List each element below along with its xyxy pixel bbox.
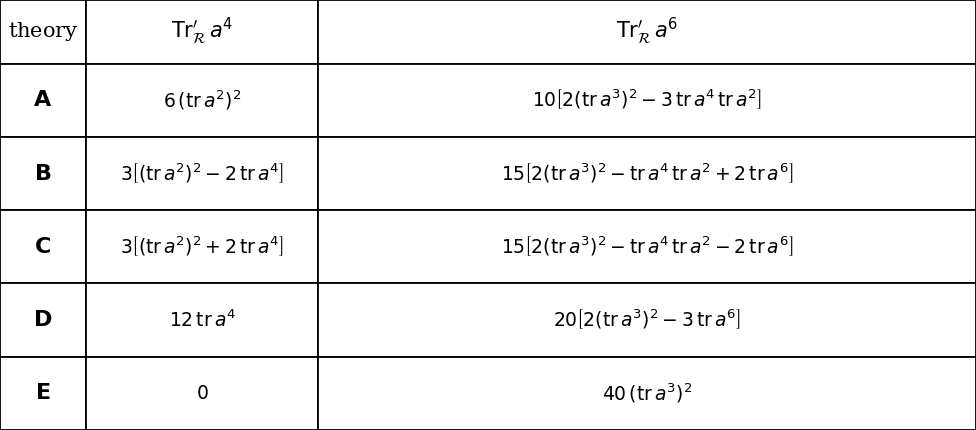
Bar bbox=[318, 283, 976, 357]
Bar bbox=[0, 64, 86, 137]
Bar bbox=[86, 283, 318, 357]
Text: $12\,\mathrm{tr}\, a^4$: $12\,\mathrm{tr}\, a^4$ bbox=[169, 309, 235, 331]
Bar bbox=[86, 210, 318, 283]
Bar bbox=[86, 64, 318, 137]
Bar bbox=[86, 137, 318, 210]
Text: $15\left[2(\mathrm{tr}\, a^3)^2 - \mathrm{tr}\, a^4\,\mathrm{tr}\, a^2 + 2\,\mat: $15\left[2(\mathrm{tr}\, a^3)^2 - \mathr… bbox=[501, 162, 793, 186]
Text: $40\,(\mathrm{tr}\, a^3)^2$: $40\,(\mathrm{tr}\, a^3)^2$ bbox=[602, 381, 692, 405]
Text: $20\left[2(\mathrm{tr}\, a^3)^2 - 3\,\mathrm{tr}\, a^6\right]$: $20\left[2(\mathrm{tr}\, a^3)^2 - 3\,\ma… bbox=[553, 308, 741, 332]
Text: $\mathregular{theory}$: $\mathregular{theory}$ bbox=[8, 20, 78, 43]
Bar bbox=[318, 0, 976, 64]
Text: $\mathbf{A}$: $\mathbf{A}$ bbox=[33, 90, 53, 110]
Text: $\mathrm{Tr}^{\prime}_{\mathcal{R}}\, a^4$: $\mathrm{Tr}^{\prime}_{\mathcal{R}}\, a^… bbox=[171, 16, 233, 47]
Bar bbox=[86, 0, 318, 64]
Text: $\mathrm{Tr}^{\prime}_{\mathcal{R}}\, a^6$: $\mathrm{Tr}^{\prime}_{\mathcal{R}}\, a^… bbox=[616, 16, 678, 47]
Text: $\mathbf{B}$: $\mathbf{B}$ bbox=[34, 163, 52, 184]
Text: $0$: $0$ bbox=[196, 384, 208, 403]
Bar bbox=[0, 283, 86, 357]
Bar bbox=[318, 357, 976, 430]
Text: $15\left[2(\mathrm{tr}\, a^3)^2 - \mathrm{tr}\, a^4\,\mathrm{tr}\, a^2 - 2\,\mat: $15\left[2(\mathrm{tr}\, a^3)^2 - \mathr… bbox=[501, 235, 793, 259]
Text: $\mathbf{E}$: $\mathbf{E}$ bbox=[35, 384, 51, 403]
Bar bbox=[318, 210, 976, 283]
Bar bbox=[0, 210, 86, 283]
Bar bbox=[0, 0, 86, 64]
Bar bbox=[0, 357, 86, 430]
Bar bbox=[86, 357, 318, 430]
Bar bbox=[0, 137, 86, 210]
Text: $\mathbf{D}$: $\mathbf{D}$ bbox=[33, 310, 53, 330]
Text: $3\left[(\mathrm{tr}\, a^2)^2 + 2\,\mathrm{tr}\, a^4\right]$: $3\left[(\mathrm{tr}\, a^2)^2 + 2\,\math… bbox=[120, 235, 284, 259]
Text: $10\left[2(\mathrm{tr}\, a^3)^2 - 3\,\mathrm{tr}\, a^4\,\mathrm{tr}\, a^2\right]: $10\left[2(\mathrm{tr}\, a^3)^2 - 3\,\ma… bbox=[532, 88, 762, 112]
Bar bbox=[318, 64, 976, 137]
Text: $6\,(\mathrm{tr}\, a^2)^2$: $6\,(\mathrm{tr}\, a^2)^2$ bbox=[163, 89, 241, 112]
Text: $\mathbf{C}$: $\mathbf{C}$ bbox=[34, 237, 52, 257]
Text: $3\left[(\mathrm{tr}\, a^2)^2 - 2\,\mathrm{tr}\, a^4\right]$: $3\left[(\mathrm{tr}\, a^2)^2 - 2\,\math… bbox=[120, 162, 284, 186]
Bar bbox=[318, 137, 976, 210]
